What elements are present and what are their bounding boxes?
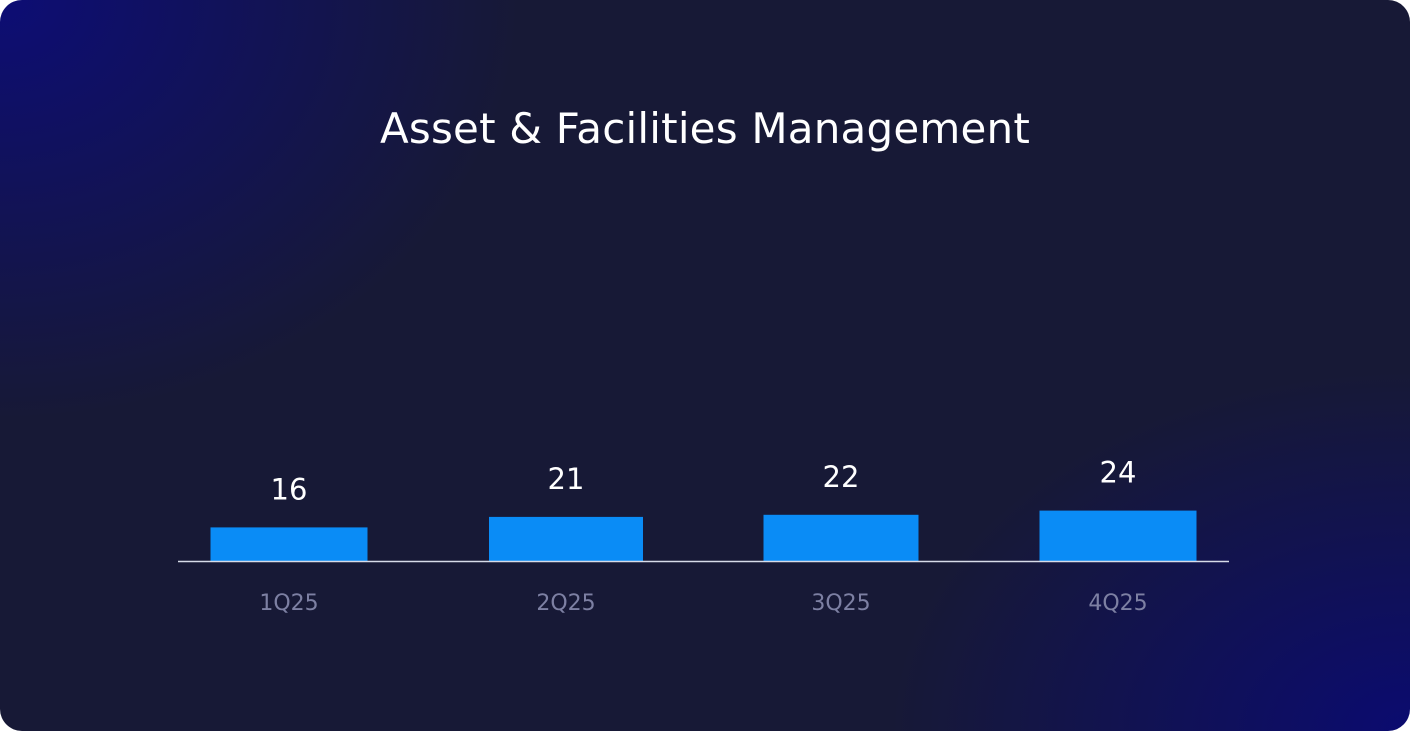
x-tick-label-2Q25: 2Q25: [536, 591, 595, 616]
bar-4Q25: [1039, 510, 1197, 561]
value-label-4Q25: 24: [1100, 456, 1137, 490]
bar-3Q25: [763, 514, 919, 561]
bar-2Q25: [489, 516, 643, 561]
x-tick-label-1Q25: 1Q25: [259, 591, 318, 616]
chart-title: Asset & Facilities Management: [379, 104, 1031, 153]
value-label-1Q25: 16: [271, 472, 308, 506]
bar-1Q25: [210, 527, 368, 561]
x-tick-label-3Q25: 3Q25: [811, 591, 870, 616]
value-label-2Q25: 21: [548, 462, 585, 496]
value-label-3Q25: 22: [823, 460, 860, 494]
x-tick-label-4Q25: 4Q25: [1088, 591, 1147, 616]
